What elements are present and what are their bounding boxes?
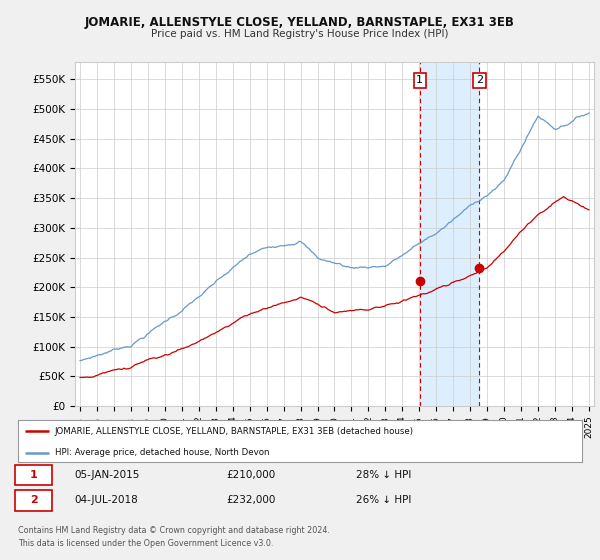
FancyBboxPatch shape	[15, 465, 52, 486]
Text: JOMARIE, ALLENSTYLE CLOSE, YELLAND, BARNSTAPLE, EX31 3EB: JOMARIE, ALLENSTYLE CLOSE, YELLAND, BARN…	[85, 16, 515, 29]
Text: Price paid vs. HM Land Registry's House Price Index (HPI): Price paid vs. HM Land Registry's House …	[151, 29, 449, 39]
FancyBboxPatch shape	[15, 491, 52, 511]
Text: 2: 2	[476, 76, 483, 85]
Text: 2: 2	[29, 496, 37, 506]
Text: 05-JAN-2015: 05-JAN-2015	[74, 470, 140, 480]
Text: 1: 1	[416, 76, 424, 85]
Text: 26% ↓ HPI: 26% ↓ HPI	[356, 496, 412, 506]
Text: JOMARIE, ALLENSTYLE CLOSE, YELLAND, BARNSTAPLE, EX31 3EB (detached house): JOMARIE, ALLENSTYLE CLOSE, YELLAND, BARN…	[55, 427, 413, 436]
Text: 28% ↓ HPI: 28% ↓ HPI	[356, 470, 412, 480]
Text: Contains HM Land Registry data © Crown copyright and database right 2024.: Contains HM Land Registry data © Crown c…	[18, 526, 330, 535]
Text: HPI: Average price, detached house, North Devon: HPI: Average price, detached house, Nort…	[55, 448, 269, 458]
Text: This data is licensed under the Open Government Licence v3.0.: This data is licensed under the Open Gov…	[18, 539, 274, 548]
Bar	[420, 62, 479, 406]
Text: £210,000: £210,000	[227, 470, 276, 480]
Text: 04-JUL-2018: 04-JUL-2018	[74, 496, 138, 506]
Text: £232,000: £232,000	[227, 496, 276, 506]
Text: 1: 1	[29, 470, 37, 480]
